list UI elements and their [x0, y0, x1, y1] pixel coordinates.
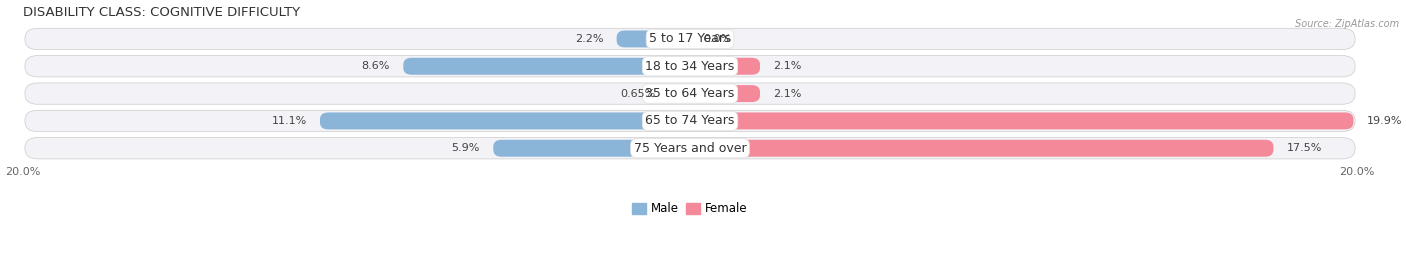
FancyBboxPatch shape: [25, 110, 1355, 131]
FancyBboxPatch shape: [690, 58, 761, 75]
FancyBboxPatch shape: [690, 85, 761, 102]
Text: 0.0%: 0.0%: [703, 34, 731, 44]
FancyBboxPatch shape: [25, 138, 1355, 159]
Text: 19.9%: 19.9%: [1367, 116, 1402, 126]
FancyBboxPatch shape: [25, 28, 1355, 50]
Text: 2.1%: 2.1%: [773, 89, 801, 99]
FancyBboxPatch shape: [690, 140, 1274, 157]
Text: 0.65%: 0.65%: [620, 89, 655, 99]
Text: 35 to 64 Years: 35 to 64 Years: [645, 87, 734, 100]
FancyBboxPatch shape: [404, 58, 690, 75]
Text: DISABILITY CLASS: COGNITIVE DIFFICULTY: DISABILITY CLASS: COGNITIVE DIFFICULTY: [24, 6, 301, 19]
Text: 2.1%: 2.1%: [773, 61, 801, 71]
Text: 2.2%: 2.2%: [575, 34, 603, 44]
Text: 75 Years and over: 75 Years and over: [634, 142, 747, 155]
Text: 8.6%: 8.6%: [361, 61, 389, 71]
FancyBboxPatch shape: [668, 85, 690, 102]
FancyBboxPatch shape: [617, 31, 690, 48]
Text: 17.5%: 17.5%: [1286, 143, 1322, 153]
FancyBboxPatch shape: [25, 56, 1355, 77]
FancyBboxPatch shape: [690, 112, 1354, 129]
Text: 11.1%: 11.1%: [271, 116, 307, 126]
Text: 5.9%: 5.9%: [451, 143, 479, 153]
Text: Source: ZipAtlas.com: Source: ZipAtlas.com: [1295, 19, 1399, 29]
FancyBboxPatch shape: [494, 140, 690, 157]
FancyBboxPatch shape: [25, 83, 1355, 104]
Text: 18 to 34 Years: 18 to 34 Years: [645, 60, 734, 73]
Text: 65 to 74 Years: 65 to 74 Years: [645, 114, 735, 127]
FancyBboxPatch shape: [321, 112, 690, 129]
Legend: Male, Female: Male, Female: [627, 198, 752, 220]
Text: 5 to 17 Years: 5 to 17 Years: [650, 32, 731, 45]
